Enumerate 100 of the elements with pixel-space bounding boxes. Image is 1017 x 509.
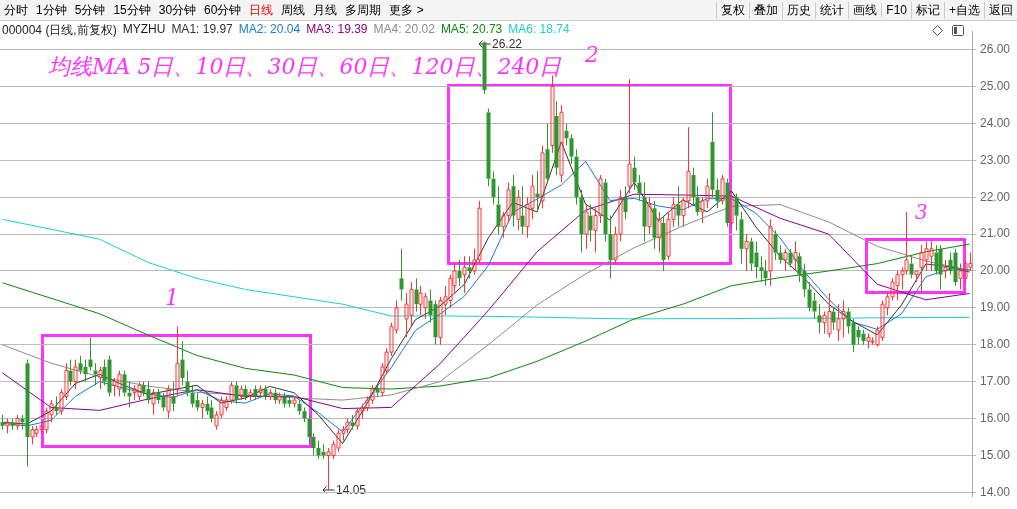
candlestick bbox=[516, 189, 521, 231]
candlestick bbox=[588, 204, 593, 242]
y-tick-label: 14.00 bbox=[980, 484, 1011, 499]
text: F10 bbox=[881, 3, 911, 17]
candlestick bbox=[467, 255, 472, 279]
candlestick bbox=[744, 233, 749, 272]
candlestick bbox=[642, 181, 647, 242]
text: MA5: 20.73 bbox=[440, 22, 503, 36]
candlestick bbox=[763, 259, 768, 287]
candlestick bbox=[778, 244, 783, 265]
chart-title: 000004 (日线,前复权) bbox=[2, 22, 117, 39]
candlestick bbox=[180, 340, 185, 386]
candlestick bbox=[909, 255, 914, 279]
y-tick-label: 23.00 bbox=[980, 152, 1011, 167]
candlestick bbox=[545, 122, 550, 183]
candlestick bbox=[302, 406, 307, 423]
candlestick bbox=[399, 248, 404, 301]
candlestick bbox=[637, 174, 642, 202]
candlestick bbox=[627, 78, 632, 195]
text: 统计 bbox=[815, 1, 849, 19]
text: 分时 bbox=[3, 1, 29, 19]
candlestick bbox=[632, 156, 637, 191]
candlestick bbox=[287, 395, 292, 408]
candlestick bbox=[652, 200, 657, 250]
candlestick bbox=[151, 388, 156, 416]
y-tick-label: 15.00 bbox=[980, 447, 1011, 462]
candlestick bbox=[486, 108, 491, 187]
candlestick bbox=[710, 111, 715, 198]
y-tick-label: 20.00 bbox=[980, 263, 1011, 278]
candlestick bbox=[647, 196, 652, 235]
y-tick-label: 26.00 bbox=[980, 41, 1011, 56]
text: 复权 bbox=[716, 1, 750, 19]
text: 30分钟 bbox=[157, 1, 198, 19]
text: MA2: 20.04 bbox=[238, 22, 301, 38]
y-tick-label: 24.00 bbox=[980, 115, 1011, 130]
candlestick bbox=[861, 329, 866, 346]
candlestick bbox=[715, 178, 720, 209]
candlestick bbox=[554, 100, 559, 176]
text: 1分钟 bbox=[35, 1, 68, 19]
candlestick bbox=[185, 370, 190, 397]
candlestick bbox=[200, 399, 205, 420]
text: MA6: 18.74 bbox=[508, 22, 570, 36]
candlestick bbox=[263, 384, 268, 401]
annotation: 3 bbox=[915, 200, 928, 224]
candlestick bbox=[462, 255, 467, 294]
candlestick bbox=[661, 215, 666, 272]
y-tick-label: 18.00 bbox=[980, 337, 1011, 352]
candlestick bbox=[953, 248, 958, 287]
y-tick-label: 17.00 bbox=[980, 373, 1011, 388]
y-tick-label: 21.00 bbox=[980, 226, 1011, 241]
candlestick bbox=[88, 336, 93, 372]
candlestick bbox=[579, 189, 584, 254]
candlestick bbox=[831, 307, 836, 331]
candlestick bbox=[491, 170, 496, 206]
text: 更多 > bbox=[388, 1, 425, 19]
text: MA1: 19.97 bbox=[171, 22, 233, 38]
candlestick bbox=[171, 381, 176, 412]
y-tick-label: 19.00 bbox=[980, 300, 1011, 315]
y-tick-label: 25.00 bbox=[980, 78, 1011, 93]
candlestick bbox=[934, 244, 939, 276]
candlestick bbox=[54, 395, 59, 416]
text: MA4: 20.02 bbox=[373, 22, 435, 38]
text: 标记 bbox=[910, 1, 944, 19]
text: 叠加 bbox=[749, 1, 783, 19]
candlestick bbox=[938, 244, 943, 290]
legend-title: MYZHU bbox=[122, 22, 166, 38]
candlestick bbox=[817, 303, 822, 335]
annotation: 1 bbox=[165, 285, 179, 310]
candlestick bbox=[734, 193, 739, 231]
candlestick bbox=[793, 240, 798, 272]
candlestick bbox=[676, 185, 681, 228]
text: +自选 bbox=[943, 1, 984, 19]
candlestick bbox=[773, 229, 778, 261]
candlestick bbox=[608, 215, 613, 279]
candlestick bbox=[209, 399, 214, 423]
candlestick bbox=[914, 270, 919, 283]
candlestick bbox=[234, 381, 239, 405]
text: 画线 bbox=[848, 1, 882, 19]
y-tick-label: 16.00 bbox=[980, 410, 1011, 425]
text: 15分钟 bbox=[112, 1, 152, 19]
candlestick bbox=[350, 414, 355, 431]
text: 日线 bbox=[248, 1, 275, 19]
candlestick bbox=[496, 185, 501, 235]
candlestick bbox=[146, 381, 151, 405]
candlestick bbox=[175, 325, 180, 397]
candlestick bbox=[768, 218, 773, 287]
candlestick bbox=[10, 418, 15, 431]
candlestick bbox=[161, 392, 166, 412]
text: 60分钟 bbox=[203, 1, 243, 19]
candlestick bbox=[433, 299, 438, 346]
text: 5分钟 bbox=[73, 1, 107, 19]
candlestick bbox=[68, 359, 73, 386]
candlestick bbox=[166, 384, 171, 420]
text: 周线 bbox=[280, 1, 307, 19]
candlestick bbox=[788, 248, 793, 268]
candlestick bbox=[297, 399, 302, 416]
candlestick bbox=[25, 359, 30, 467]
candlestick bbox=[739, 211, 744, 265]
candlestick bbox=[457, 259, 462, 287]
text: 返回 bbox=[984, 1, 1017, 19]
